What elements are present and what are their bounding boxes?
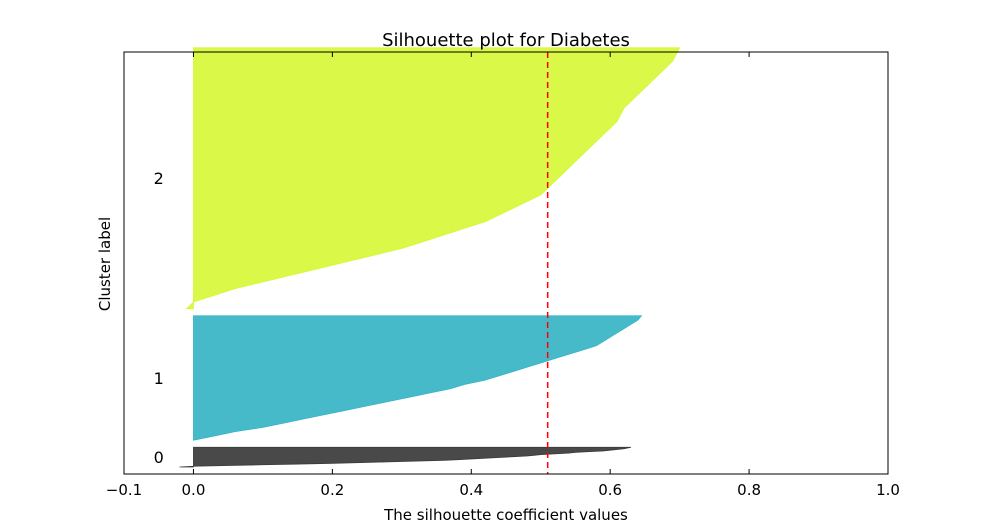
cluster-labels: 0 1 2	[154, 169, 164, 467]
cluster-label-0: 0	[154, 448, 164, 467]
x-tick-label-3: 0.4	[459, 481, 483, 499]
x-axis-label: The silhouette coefficient values	[383, 506, 628, 524]
x-tick-label-6: 1.0	[876, 481, 900, 499]
cluster-0-area	[179, 446, 632, 468]
x-tick-label-4: 0.6	[598, 481, 622, 499]
cluster-areas	[179, 47, 681, 468]
x-axis-ticks: −0.1 0.0 0.2 0.4 0.6 0.8 1.0	[106, 52, 900, 499]
x-tick-label-5: 0.8	[737, 481, 761, 499]
plot-frame	[123, 51, 889, 475]
y-axis-label: Cluster label	[96, 217, 114, 311]
x-tick-label-2: 0.2	[320, 481, 344, 499]
cluster-1-area	[193, 315, 643, 441]
cluster-label-1: 1	[154, 369, 164, 388]
cluster-label-2: 2	[154, 169, 164, 188]
cluster-2-area	[185, 47, 681, 310]
chart-title: Silhouette plot for Diabetes	[382, 30, 630, 51]
x-tick-label-1: 0.0	[182, 481, 206, 499]
x-tick-label-0: −0.1	[106, 481, 142, 499]
